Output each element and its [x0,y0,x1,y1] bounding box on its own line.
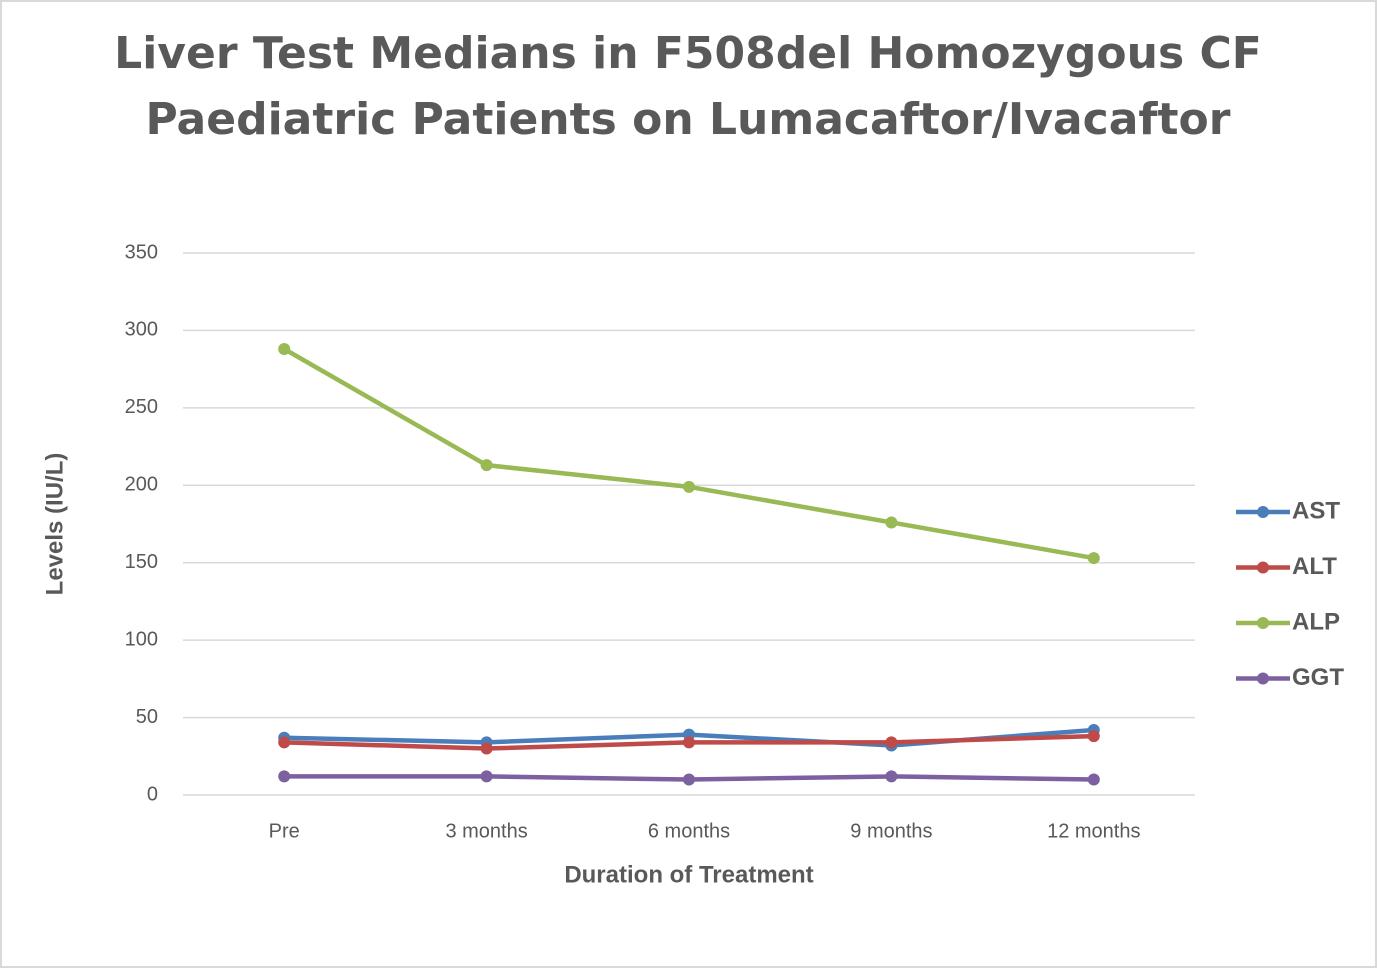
legend-label: ALP [1292,608,1340,635]
legend-label: ALT [1292,553,1337,580]
x-axis-title: Duration of Treatment [564,861,813,888]
legend-marker [1257,672,1269,685]
y-tick-label: 350 [125,241,158,263]
data-point [278,736,291,749]
legend-label: GGT [1292,664,1344,691]
x-tick-label: 6 months [648,820,730,842]
legend-marker [1257,617,1269,629]
data-point [683,736,695,749]
y-tick-label: 300 [125,319,158,341]
data-point [1087,773,1100,786]
data-point [1087,552,1100,565]
y-tick-label: 150 [125,551,158,573]
data-point [683,773,695,786]
data-point [885,516,898,529]
x-tick-label: 9 months [850,820,932,842]
data-point [1087,730,1100,743]
data-point [885,736,898,749]
x-tick-label: 12 months [1047,820,1140,842]
y-tick-label: 100 [125,628,158,650]
data-point [480,770,493,783]
y-tick-label: 200 [125,474,158,496]
data-point [480,742,493,755]
y-axis-title: Levels (IU/L) [41,453,68,596]
data-point [885,770,898,783]
legend-marker [1257,506,1269,518]
x-tick-label: Pre [269,820,300,842]
chart-title: Paediatric Patients on Lumacaftor/Ivacaf… [145,94,1230,145]
x-tick-label: 3 months [445,820,527,842]
legend-marker [1257,561,1269,574]
y-tick-label: 250 [125,396,158,418]
chart-title: Liver Test Medians in F508del Homozygous… [114,28,1262,79]
data-point [683,480,695,493]
data-point [480,459,493,472]
y-tick-label: 0 [147,783,158,805]
y-tick-label: 50 [136,706,158,728]
data-point [278,343,291,356]
legend-label: AST [1292,497,1340,524]
data-point [278,770,291,783]
